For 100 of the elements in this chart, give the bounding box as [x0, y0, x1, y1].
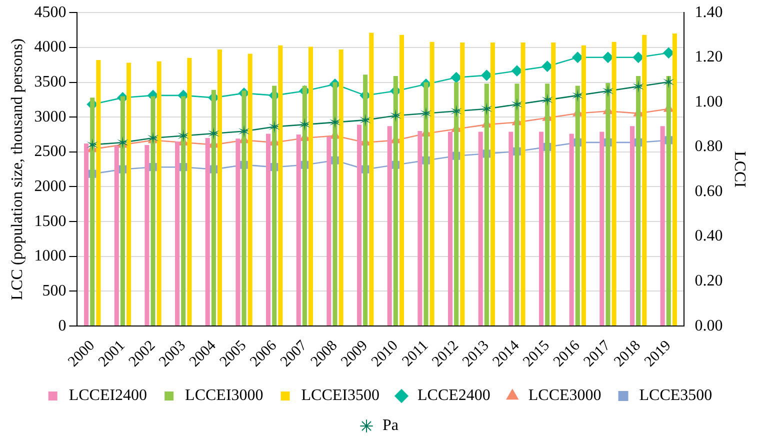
bar: [175, 141, 180, 326]
y-tick-label: 1000: [34, 248, 66, 265]
bar: [144, 144, 150, 326]
point: [511, 98, 523, 111]
point: [268, 120, 280, 134]
bar: [545, 84, 550, 326]
y-tick-label: 500: [42, 282, 66, 300]
y-tick-label: 3000: [34, 108, 66, 126]
bar: [514, 84, 520, 326]
point: [299, 118, 310, 132]
bar: [490, 42, 495, 326]
bar: [424, 82, 428, 326]
y-tick-label: 4500: [34, 4, 66, 21]
bar: [569, 134, 574, 326]
point: [117, 136, 128, 149]
legend-label: LCCEI2400: [68, 387, 148, 404]
point: [208, 127, 220, 140]
point: [481, 102, 492, 116]
point: [542, 60, 553, 72]
bar: [581, 45, 586, 326]
bar: [484, 84, 489, 326]
legend-label: LCCEI3000: [185, 387, 264, 404]
point: [572, 88, 584, 102]
y2-tick-label: 0.20: [694, 272, 723, 290]
bar: [114, 146, 119, 326]
point: [602, 84, 614, 98]
bar: [551, 42, 556, 326]
point: [450, 72, 462, 84]
bar: [126, 62, 132, 326]
y-axis-title: LCC (population size, thousand persons): [8, 38, 26, 300]
bar: [266, 134, 271, 326]
point: [360, 114, 371, 127]
bar: [430, 42, 434, 326]
bar: [538, 132, 544, 326]
bar: [272, 86, 277, 326]
bar: [630, 126, 635, 326]
bar: [187, 58, 192, 326]
bar: [520, 42, 526, 326]
bar: [326, 136, 332, 326]
bar: [356, 124, 362, 326]
bar: [236, 138, 240, 326]
y-tick-label: 1500: [34, 212, 66, 230]
bar: [612, 42, 616, 326]
x-tick-label: 2011: [399, 338, 432, 370]
bar: [666, 76, 671, 326]
point: [663, 76, 674, 89]
bar: [150, 96, 156, 326]
point: [450, 104, 462, 118]
y2-tick-label: 1.20: [694, 48, 723, 66]
point: [632, 52, 644, 63]
bar: [332, 82, 338, 326]
point: [511, 65, 522, 76]
bar: [120, 96, 125, 326]
y2-axis-title: LCCI: [731, 151, 748, 188]
bar: [454, 82, 459, 326]
point: [178, 129, 189, 142]
y-tick-label: 0: [58, 317, 66, 334]
bar: [96, 60, 101, 326]
point: [238, 124, 250, 138]
bar: [211, 90, 216, 326]
legend-label: LCCE2400: [417, 387, 490, 404]
point: [542, 93, 553, 106]
bar: [308, 46, 314, 326]
y-tick-label: 4000: [34, 38, 66, 56]
bar: [387, 126, 392, 326]
y2-tick-label: 0.80: [694, 138, 723, 156]
bar: [90, 98, 95, 326]
point: [420, 106, 432, 120]
point: [632, 80, 644, 93]
legend-label: LCCEI3500: [301, 387, 380, 404]
bar: [363, 74, 368, 326]
point: [602, 52, 614, 63]
bar: [369, 32, 374, 326]
point: [329, 116, 341, 129]
bar: [478, 132, 483, 326]
bar: [672, 34, 677, 326]
bar: [600, 132, 604, 326]
legend-label: LCCE3000: [528, 387, 602, 404]
y2-tick-label: 0.40: [694, 228, 723, 245]
point: [147, 131, 159, 144]
bar: [399, 34, 404, 326]
bar: [248, 54, 252, 326]
bar: [278, 45, 283, 326]
bar: [205, 138, 210, 326]
bar: [393, 76, 398, 326]
bar: [636, 76, 641, 326]
point: [86, 138, 98, 152]
bar: [460, 42, 465, 326]
bar: [156, 61, 162, 326]
bar: [606, 82, 610, 326]
y2-tick-label: 0.60: [694, 182, 723, 200]
bar: [302, 86, 307, 326]
bar: [217, 50, 222, 326]
y-tick-label: 2500: [34, 143, 66, 160]
y2-tick-label: 1.40: [694, 4, 723, 21]
bar: [242, 90, 246, 326]
y-tick-label: 2000: [34, 178, 66, 195]
bar: [296, 134, 301, 326]
bar: [418, 131, 422, 326]
legend-label: LCCE3500: [639, 387, 712, 404]
